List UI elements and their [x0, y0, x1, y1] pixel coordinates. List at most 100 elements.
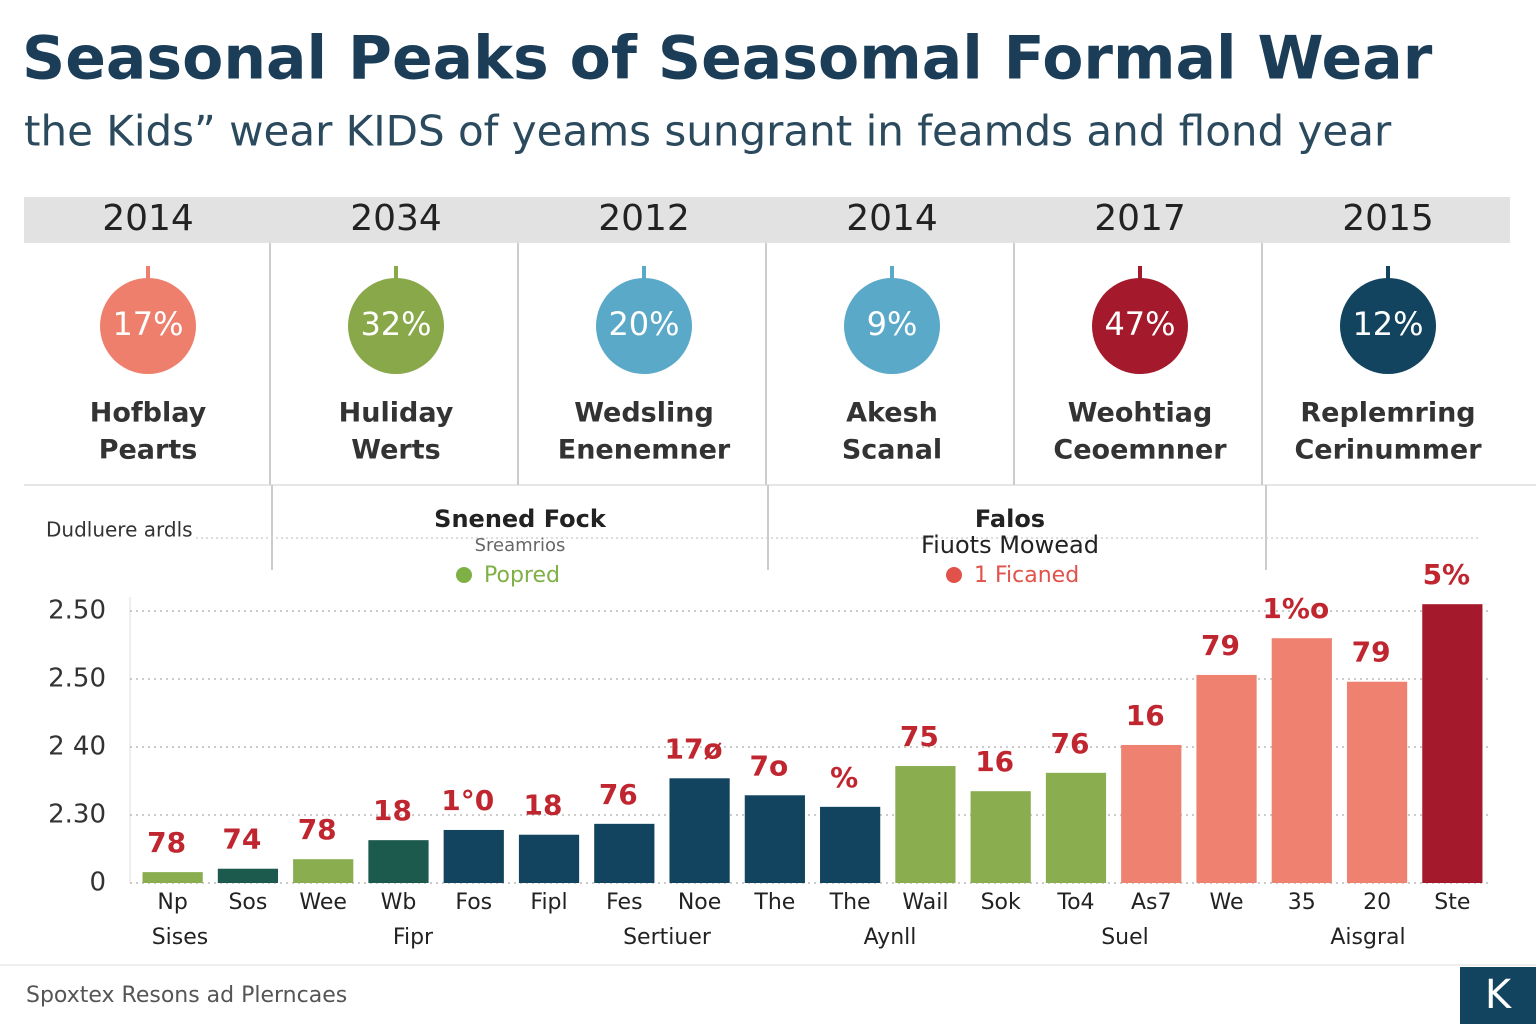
card-label: Huliday	[339, 398, 454, 429]
legend-subtitle: Sreamrios	[475, 535, 566, 556]
card-circle	[844, 278, 940, 374]
card-year: 2014	[102, 198, 194, 239]
card-label: Weohtiag	[1068, 398, 1213, 429]
legend-title: Falos	[975, 505, 1045, 533]
y-tick-label: 2.50	[48, 664, 106, 694]
legend-left: Dudluere ardls	[46, 518, 193, 542]
card-year: 2012	[598, 198, 690, 239]
bar	[1271, 638, 1332, 883]
card-year: 2015	[1342, 198, 1434, 239]
bar-label: 16	[975, 745, 1014, 778]
card-year: 2034	[350, 198, 442, 239]
subtitle: the Kids” wear KIDS of yeams sungrant in…	[24, 107, 1392, 156]
bar-label: 17ø	[664, 732, 722, 765]
bar	[1121, 744, 1182, 883]
bar-label: 5%	[1423, 558, 1471, 591]
bar-label: 78	[298, 813, 337, 846]
bar	[970, 791, 1031, 883]
x-tick-label: Fes	[606, 890, 642, 915]
bar	[142, 872, 203, 883]
card-percent: 20%	[608, 305, 679, 343]
bar	[744, 795, 805, 883]
bar	[293, 859, 354, 883]
bar-label: 76	[599, 778, 638, 811]
card-label: Wedsling	[574, 398, 714, 429]
bar	[895, 766, 956, 883]
bar	[669, 778, 730, 883]
card-percent: 32%	[360, 305, 431, 343]
bar-label: 75	[900, 720, 939, 753]
card-percent: 17%	[112, 305, 183, 343]
group-label: Fipr	[393, 925, 434, 950]
card-label: Scanal	[842, 435, 942, 466]
x-tick-label: Fos	[455, 890, 492, 915]
group-label: Aisgral	[1330, 925, 1405, 950]
card-label: Werts	[351, 435, 440, 466]
card-year: 2017	[1094, 198, 1186, 239]
bar-label: 76	[1050, 727, 1089, 760]
card-percent: 9%	[867, 305, 918, 343]
group-label: Aynll	[864, 925, 917, 950]
bar	[1196, 674, 1257, 883]
bar-label: 18	[524, 789, 563, 822]
bar	[820, 806, 881, 883]
card-label: Enenemner	[558, 435, 731, 466]
legend-swatch	[456, 567, 472, 583]
x-tick-label: As7	[1131, 890, 1172, 915]
group-label: Suel	[1101, 925, 1149, 950]
legend-item: 1 Ficaned	[974, 563, 1079, 588]
card-circle	[1340, 278, 1436, 374]
bar-label: 18	[373, 794, 412, 827]
x-tick-label: Wb	[381, 890, 417, 915]
bar	[1346, 681, 1408, 883]
bar	[518, 834, 580, 883]
card-percent: 47%	[1104, 305, 1175, 343]
x-tick-label: 20	[1363, 890, 1391, 915]
group-label: Sises	[152, 925, 209, 950]
group-label: Sertiuer	[623, 925, 712, 950]
bar	[368, 840, 429, 883]
x-tick-label: We	[1210, 890, 1244, 915]
x-tick-label: Sok	[981, 890, 1021, 915]
title: Seasonal Peaks of Seasomal Formal Wear	[22, 24, 1433, 94]
logo: K	[1485, 972, 1513, 1018]
y-tick-label: 2 40	[48, 732, 106, 762]
bar	[1422, 604, 1483, 883]
card-circle	[100, 278, 196, 374]
bar	[594, 823, 655, 883]
card-year: 2014	[846, 198, 938, 239]
card-label: Pearts	[99, 435, 198, 466]
x-tick-label: Ste	[1434, 890, 1470, 915]
bar-label: %	[830, 761, 858, 794]
legend-swatch	[946, 567, 962, 583]
logo-box	[1460, 967, 1536, 1024]
bar	[443, 829, 504, 883]
card-label: Ceoemnner	[1053, 435, 1227, 466]
bar	[1045, 772, 1107, 883]
x-tick-label: To4	[1056, 890, 1094, 915]
x-tick-label: The	[829, 890, 871, 915]
card-circle	[1092, 278, 1188, 374]
bar-label: 78	[147, 826, 186, 859]
y-tick-label: 2.50	[48, 596, 106, 626]
bar-label: 79	[1201, 629, 1240, 662]
bar-label: 1%o	[1262, 592, 1329, 625]
bar-label: 74	[222, 823, 261, 856]
card-percent: 12%	[1352, 305, 1423, 343]
y-tick-label: 2.30	[48, 800, 106, 830]
legend-item: Popred	[484, 563, 560, 588]
x-tick-label: Wee	[299, 890, 347, 915]
y-tick-label: 0	[89, 868, 106, 898]
bar-label: 16	[1126, 699, 1165, 732]
card-circle	[348, 278, 444, 374]
legend-title: Snened Fock	[434, 505, 607, 533]
bar-label: 79	[1352, 636, 1391, 669]
bar	[217, 868, 279, 883]
card-label: Cerinummer	[1294, 435, 1482, 466]
card-label: Replemring	[1300, 398, 1475, 429]
x-tick-label: Sos	[228, 890, 267, 915]
bar-label: 7o	[750, 749, 789, 782]
source: Spoxtex Resons ad Plerncaes	[26, 983, 347, 1008]
